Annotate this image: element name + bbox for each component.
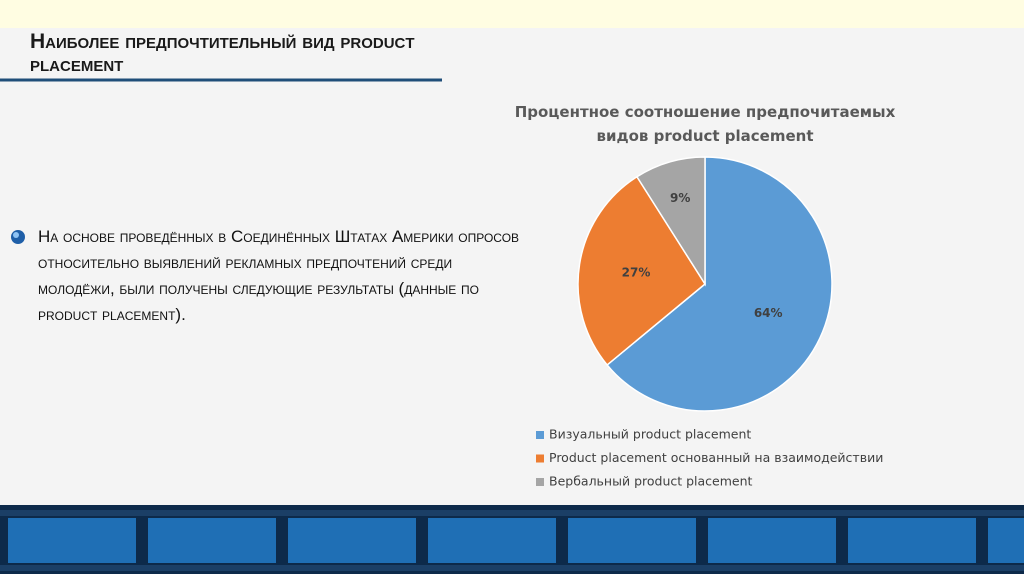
slide-title: Наиболее предпочтительный вид product pl… [30, 30, 415, 76]
data-label: 9% [670, 191, 690, 205]
legend-swatch [536, 454, 544, 463]
bullet-text: На основе проведённых в Соединённых Штат… [38, 227, 520, 324]
legend-swatch [536, 478, 544, 486]
film-strip [0, 505, 1024, 574]
chart-title: Процентное соотношение предпочитаемых ви… [514, 103, 896, 145]
data-label: 27% [622, 266, 651, 280]
legend-swatch [536, 431, 544, 439]
pie-slice [577, 175, 706, 367]
legend-label: Визуальный product placement [549, 427, 751, 442]
legend-label: Вербальный product placement [549, 474, 753, 489]
data-label: 64% [754, 306, 783, 320]
legend-label: Product placement основанный на взаимоде… [549, 450, 883, 465]
pie-slice [635, 156, 706, 287]
pie-slice [606, 156, 833, 412]
top-band [0, 0, 1024, 28]
bullet-icon-highlight [13, 232, 19, 238]
